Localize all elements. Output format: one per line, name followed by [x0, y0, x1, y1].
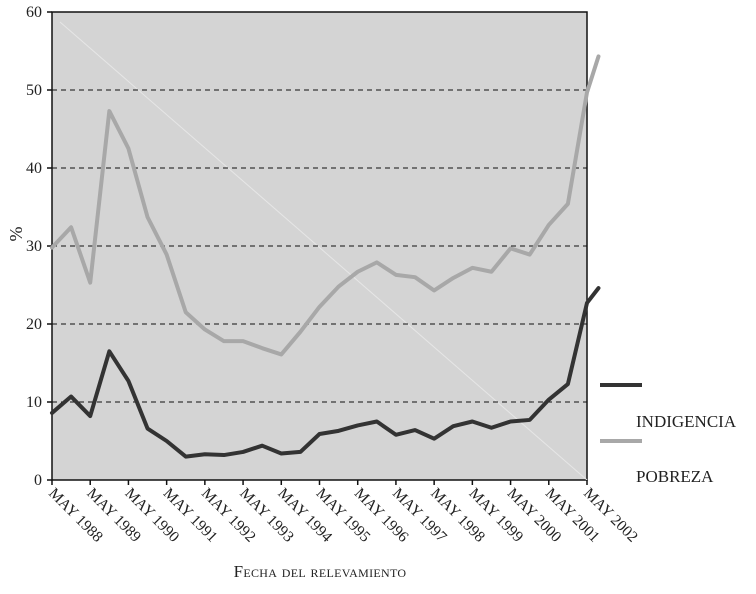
series-line-pobreza [50, 54, 601, 357]
y-tick-label: 0 [34, 472, 42, 489]
series-line-indigencia [50, 286, 601, 459]
y-tick-label: 20 [26, 316, 42, 333]
y-tick-label: 10 [26, 394, 42, 411]
series-group [50, 54, 601, 459]
x-axis-title: Fecha del relevamiento [233, 562, 407, 581]
legend-label-pobreza: POBREZA [636, 467, 714, 486]
y-axis: 0 10 20 30 40 50 60 [26, 4, 52, 489]
y-tick-label: 30 [26, 238, 42, 255]
grid-lines [52, 89, 587, 403]
y-tick-label: 40 [26, 160, 42, 177]
legend-label-indigencia: INDIGENCIA [636, 412, 737, 431]
y-tick-label: 60 [26, 4, 42, 21]
y-axis-title: % [6, 227, 26, 242]
y-tick-label: 50 [26, 82, 42, 99]
plot-diagonal-line [59, 21, 588, 481]
